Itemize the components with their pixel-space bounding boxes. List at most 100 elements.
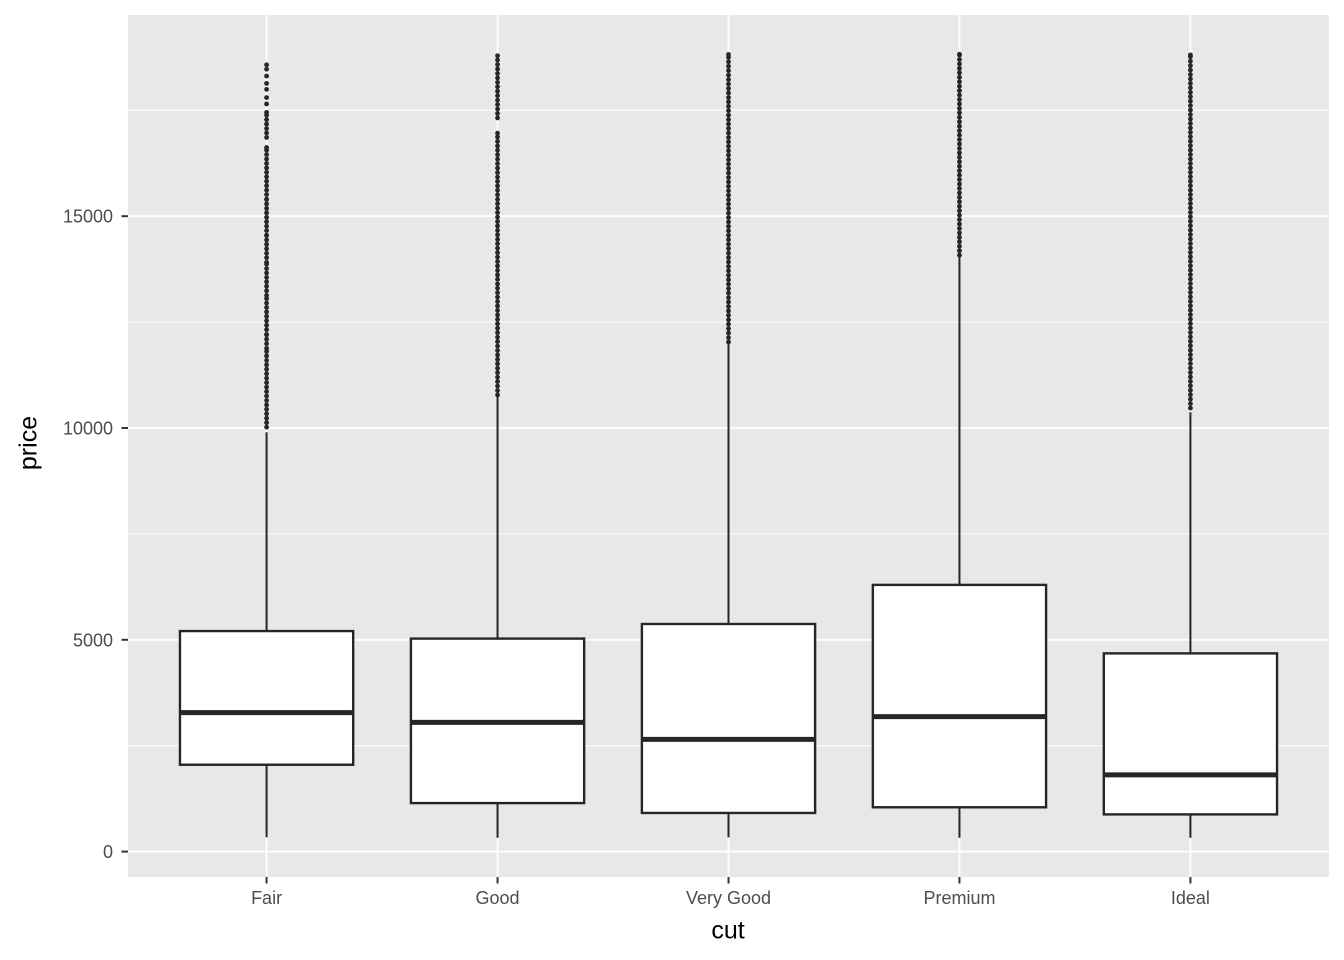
y-axis-title: price <box>14 415 43 471</box>
boxplot-very-good-outlier <box>726 201 731 207</box>
boxplot-premium-outlier <box>957 132 962 138</box>
boxplot-ideal-outlier <box>1188 143 1193 149</box>
boxplot-very-good-outlier <box>726 52 731 57</box>
boxplot-very-good-outlier <box>726 330 731 336</box>
boxplot-good-outlier <box>495 183 500 189</box>
boxplot-ideal-outlier <box>1188 58 1193 64</box>
boxplot-ideal-outlier <box>1188 67 1193 73</box>
boxplot-very-good-outlier <box>726 339 731 345</box>
boxplot-ideal-outlier <box>1188 254 1193 260</box>
boxplot-very-good-outlier <box>726 179 731 185</box>
boxplot-good-outlier <box>495 263 500 269</box>
boxplot-fair-outlier <box>264 66 269 72</box>
boxplot-good-outlier <box>495 312 500 318</box>
boxplot-very-good-outlier <box>726 81 731 87</box>
boxplot-good-outlier <box>495 165 500 171</box>
boxplot-premium-outlier <box>957 141 962 147</box>
boxplot-very-good-outlier <box>726 255 731 260</box>
boxplot-ideal-outlier <box>1188 236 1193 242</box>
boxplot-ideal-outlier <box>1188 258 1193 264</box>
boxplot-very-good-outlier <box>726 268 731 274</box>
boxplot-ideal-outlier <box>1188 165 1193 171</box>
boxplot-premium-box <box>871 583 1048 809</box>
boxplot-ideal-outlier <box>1188 72 1193 77</box>
boxplot-good-outlier <box>495 210 500 216</box>
boxplot-good-outlier <box>495 187 500 193</box>
boxplot-very-good-outlier <box>726 148 731 154</box>
boxplot-ideal-outlier <box>1188 347 1193 353</box>
boxplot-ideal-outlier <box>1188 134 1193 140</box>
boxplot-good-outlier <box>495 334 500 340</box>
boxplot-very-good-outlier <box>726 237 731 243</box>
boxplot-fair-outlier <box>264 331 269 337</box>
boxplot-good-outlier <box>495 294 500 300</box>
boxplot-premium-outlier <box>957 208 962 214</box>
boxplot-fair-outlier <box>264 81 269 86</box>
boxplot-fair-outlier <box>264 117 269 123</box>
boxplot-ideal-outlier <box>1188 272 1193 278</box>
boxplot-good-outlier <box>495 392 500 398</box>
boxplot-very-good-outlier <box>726 166 731 171</box>
boxplot-good-outlier <box>495 102 500 107</box>
boxplot-ideal-outlier <box>1188 365 1193 371</box>
boxplot-good-outlier <box>495 53 500 59</box>
boxplot-fair-outlier <box>264 178 269 184</box>
boxplot-good-outlier <box>495 339 500 344</box>
boxplot-very-good-outlier <box>726 121 731 127</box>
boxplot-ideal-outlier <box>1188 290 1193 295</box>
boxplot-fair-outlier <box>264 313 269 319</box>
boxplot-ideal-outlier <box>1188 129 1193 135</box>
boxplot-ideal-outlier <box>1188 361 1193 367</box>
boxplot-very-good-outlier <box>726 139 731 145</box>
boxplot-ideal-outlier <box>1188 138 1193 144</box>
boxplot-fair-outlier <box>264 402 269 408</box>
boxplot-premium-outlier <box>957 128 962 134</box>
boxplot-fair-outlier <box>264 228 269 234</box>
boxplot-good-outlier <box>495 57 500 63</box>
boxplot-ideal-outlier <box>1188 209 1193 215</box>
boxplot-ideal-outlier <box>1188 250 1193 255</box>
boxplot-good-outlier <box>495 299 500 304</box>
boxplot-very-good-outlier <box>726 206 731 211</box>
boxplot-ideal-outlier <box>1188 121 1193 126</box>
boxplot-ideal-outlier <box>1188 76 1193 82</box>
y-tick-label: 5000 <box>73 630 113 650</box>
boxplot-ideal-outlier <box>1188 125 1193 131</box>
boxplot-fair-outlier <box>264 196 269 202</box>
boxplot-ideal-outlier <box>1188 187 1193 193</box>
boxplot-premium-outlier <box>957 212 962 218</box>
boxplot-good-outlier <box>495 179 500 184</box>
boxplot-good-outlier <box>495 227 500 233</box>
boxplot-ideal-outlier <box>1188 81 1193 86</box>
boxplot-fair-outlier <box>264 223 269 229</box>
boxplot-fair-outlier <box>264 210 269 216</box>
boxplot-good-outlier <box>495 115 500 121</box>
boxplot-ideal-outlier <box>1188 294 1193 300</box>
boxplot-premium-outlier <box>957 83 962 89</box>
boxplot-premium-outlier <box>957 163 962 169</box>
boxplot-fair-outlier <box>264 205 269 211</box>
boxplot-ideal-outlier <box>1188 281 1193 286</box>
boxplot-ideal-outlier <box>1188 374 1193 380</box>
x-axis-title: cut <box>711 916 745 945</box>
boxplot-fair-outlier <box>264 270 269 276</box>
boxplot-good-outlier <box>495 161 500 167</box>
boxplot-very-good-outlier <box>726 321 731 327</box>
boxplot-good-outlier <box>495 281 500 287</box>
boxplot-fair-outlier <box>264 366 269 372</box>
boxplot-very-good-outlier <box>726 63 731 69</box>
boxplot-premium-outlier <box>957 181 962 187</box>
boxplot-premium-outlier <box>957 114 962 120</box>
boxplot-fair-outlier <box>264 420 269 426</box>
boxplot-good-outlier <box>495 272 500 278</box>
boxplot-very-good-outlier <box>726 232 731 238</box>
boxplot-good-outlier <box>495 268 500 273</box>
boxplot-very-good-outlier <box>726 259 731 265</box>
boxplot-good-outlier <box>495 201 500 207</box>
boxplot-premium-outlier <box>957 234 962 240</box>
boxplot-fair-outlier <box>264 411 269 417</box>
boxplot-very-good-outlier <box>726 223 731 229</box>
boxplot-ideal-outlier <box>1188 227 1193 233</box>
boxplot-fair-outlier <box>264 73 269 79</box>
